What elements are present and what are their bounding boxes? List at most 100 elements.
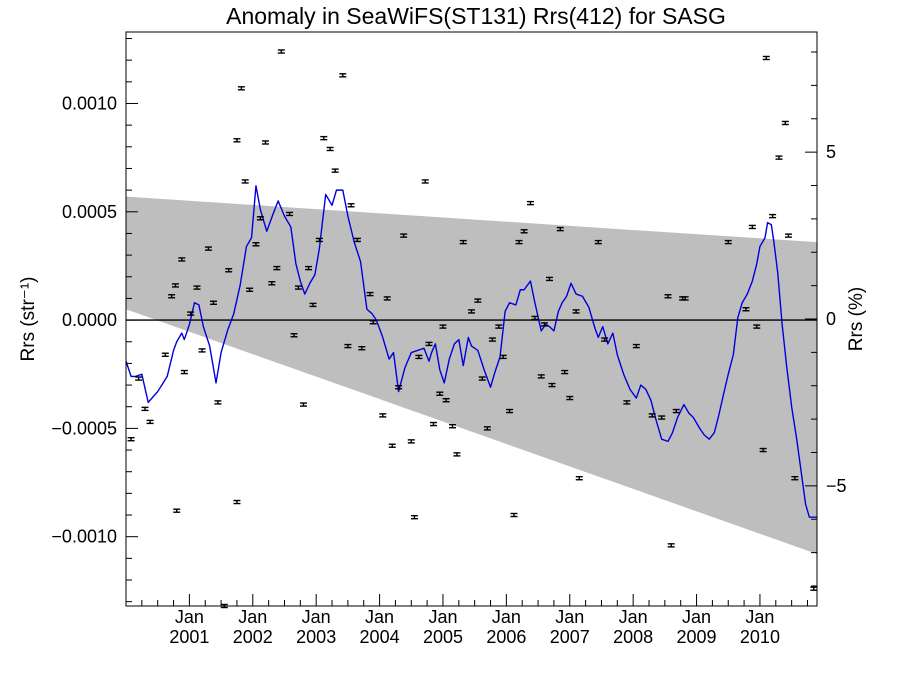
data-point (759, 447, 767, 453)
x-tick-month-label: Jan (555, 607, 584, 627)
x-tick-year-label: 2006 (486, 627, 526, 647)
x-tick-month-label: Jan (619, 607, 648, 627)
y-axis-label-left: Rrs (str⁻¹) (18, 277, 39, 362)
x-tick-year-label: 2004 (360, 627, 400, 647)
x-tick-month-label: Jan (682, 607, 711, 627)
data-point (161, 352, 169, 357)
data-point (506, 408, 514, 414)
data-point (442, 398, 450, 403)
data-point (286, 211, 294, 217)
data-point (178, 257, 186, 262)
data-point (429, 421, 437, 427)
data-point (667, 543, 675, 548)
data-point (187, 311, 195, 316)
x-tick-year-label: 2009 (677, 627, 717, 647)
x-tick-year-label: 2003 (296, 627, 336, 647)
x-tick-year-label: 2002 (233, 627, 273, 647)
x-tick-year-label: 2007 (550, 627, 590, 647)
data-point (515, 239, 523, 245)
y-left-tick-label: 0.0000 (62, 310, 117, 330)
data-point (388, 443, 396, 448)
data-point (237, 86, 245, 91)
data-point (294, 285, 302, 290)
data-point (146, 419, 154, 425)
y-axis-label-right: Rrs (%) (846, 287, 867, 351)
data-point (672, 408, 680, 414)
data-point (315, 237, 323, 243)
ticks-layer (126, 37, 817, 606)
data-point (468, 309, 475, 314)
data-point (520, 229, 528, 234)
data-point (268, 281, 276, 286)
data-point (261, 140, 269, 145)
data-point (358, 346, 366, 351)
data-point (781, 120, 789, 126)
data-point (545, 276, 553, 282)
data-point (681, 296, 689, 301)
x-tick-year-label: 2010 (740, 627, 780, 647)
x-tick-year-label: 2005 (423, 627, 463, 647)
data-point (664, 294, 672, 299)
data-point (193, 285, 201, 290)
data-point (421, 179, 429, 184)
data-point (214, 400, 222, 405)
data-point (171, 283, 179, 288)
data-point (810, 586, 818, 591)
y-left-tick-label: −0.0005 (51, 418, 117, 438)
data-point (575, 475, 583, 481)
data-point (488, 337, 496, 342)
data-point (135, 376, 143, 381)
data-point (453, 452, 461, 457)
data-point (526, 200, 534, 206)
data-point (459, 239, 467, 245)
data-point (347, 203, 355, 208)
x-tick-year-label: 2001 (169, 627, 209, 647)
data-point (180, 369, 188, 375)
data-point (369, 320, 377, 325)
tick-labels-layer: Jan2001Jan2002Jan2003Jan2004Jan2005Jan20… (51, 93, 846, 647)
x-tick-month-label: Jan (238, 607, 267, 627)
data-point (510, 512, 518, 518)
data-point (537, 374, 545, 379)
running-mean-line (125, 185, 817, 518)
running-mean-line-layer (125, 185, 817, 518)
x-tick-month-label: Jan (492, 607, 521, 627)
data-point (339, 73, 347, 78)
data-point (566, 395, 574, 401)
data-point (531, 315, 539, 321)
data-point (241, 179, 249, 184)
data-point (483, 426, 491, 431)
data-point (326, 146, 334, 152)
data-point (344, 343, 352, 349)
data-point (439, 324, 447, 329)
data-point (353, 237, 361, 243)
x-tick-month-label: Jan (302, 607, 331, 627)
data-point (273, 265, 281, 271)
y-left-tick-label: 0.0010 (62, 93, 117, 113)
data-point (233, 138, 241, 143)
data-point (474, 298, 482, 303)
chart-title: Anomaly in SeaWiFS(ST131) Rrs(412) for S… (226, 3, 726, 29)
y-right-tick-label: 0 (826, 309, 836, 329)
data-point (648, 413, 656, 418)
data-point (601, 337, 609, 342)
data-point (366, 291, 374, 297)
data-point (742, 307, 750, 312)
data-point (594, 239, 602, 245)
data-point (762, 55, 770, 61)
data-point (407, 439, 415, 444)
data-point (499, 354, 507, 360)
data-point (141, 406, 149, 412)
data-point (400, 233, 408, 238)
data-point (127, 436, 135, 442)
data-point (331, 168, 339, 173)
data-point (415, 354, 423, 360)
data-point (300, 402, 308, 407)
data-point (209, 300, 217, 305)
data-point (572, 309, 580, 314)
uncertainty-band-layer (126, 196, 817, 555)
data-point (658, 415, 666, 420)
data-point (410, 514, 418, 520)
x-tick-month-label: Jan (428, 607, 457, 627)
data-point (495, 324, 503, 329)
